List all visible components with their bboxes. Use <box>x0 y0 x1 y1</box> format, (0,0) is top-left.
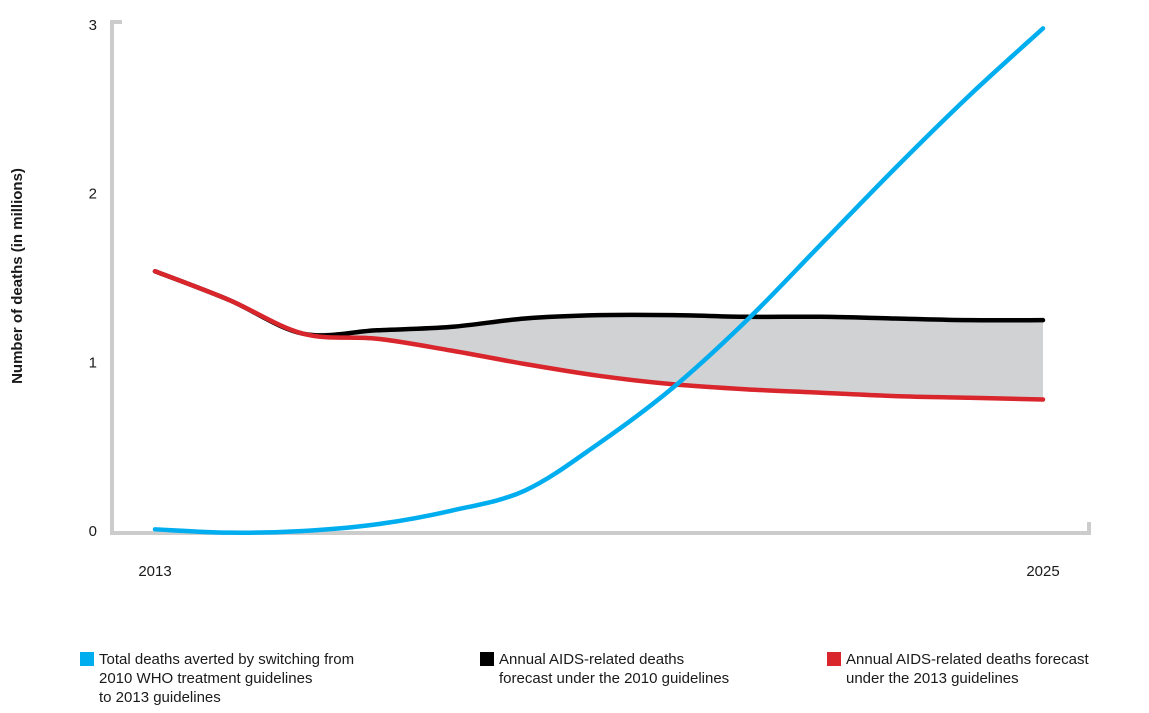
series-line-forecast-2013 <box>152 269 1046 402</box>
y-tick-label-0: 0 <box>89 523 97 540</box>
shaded-area-layer <box>303 314 1043 400</box>
legend: Total deaths averted by switching from 2… <box>0 650 1149 713</box>
y-tick-label-2: 2 <box>89 186 97 203</box>
legend-item-forecast-2010: Annual AIDS-related deaths forecast unde… <box>480 650 729 688</box>
legend-swatch-forecast-2010 <box>480 652 494 666</box>
legend-label-forecast-2013: Annual AIDS-related deaths forecast unde… <box>846 651 1089 687</box>
legend-item-averted: Total deaths averted by switching from 2… <box>80 650 354 707</box>
legend-label-forecast-2010: Annual AIDS-related deaths forecast unde… <box>499 651 730 687</box>
series-line-averted <box>152 26 1046 535</box>
legend-label-averted: Total deaths averted by switching from 2… <box>99 651 355 706</box>
x-tick-label-2025: 2025 <box>1026 563 1059 580</box>
legend-item-forecast-2013: Annual AIDS-related deaths forecast unde… <box>827 650 1089 688</box>
tick-labels: 0 1 2 3 2013 2025 <box>89 17 1060 580</box>
y-axis-title: Number of deaths (in millions) <box>9 168 26 384</box>
y-tick-label-3: 3 <box>89 17 97 34</box>
series-lines <box>152 26 1046 535</box>
y-tick-label-1: 1 <box>89 354 97 371</box>
x-tick-label-2013: 2013 <box>138 563 171 580</box>
axes <box>110 20 1091 535</box>
shaded-gap-area <box>303 314 1043 400</box>
legend-swatch-averted <box>80 652 94 666</box>
legend-swatch-forecast-2013 <box>827 652 841 666</box>
chart: Number of deaths (in millions) 0 1 2 3 2013 2… <box>9 17 1091 580</box>
y-axis-title-group: Number of deaths (in millions) <box>9 168 26 384</box>
